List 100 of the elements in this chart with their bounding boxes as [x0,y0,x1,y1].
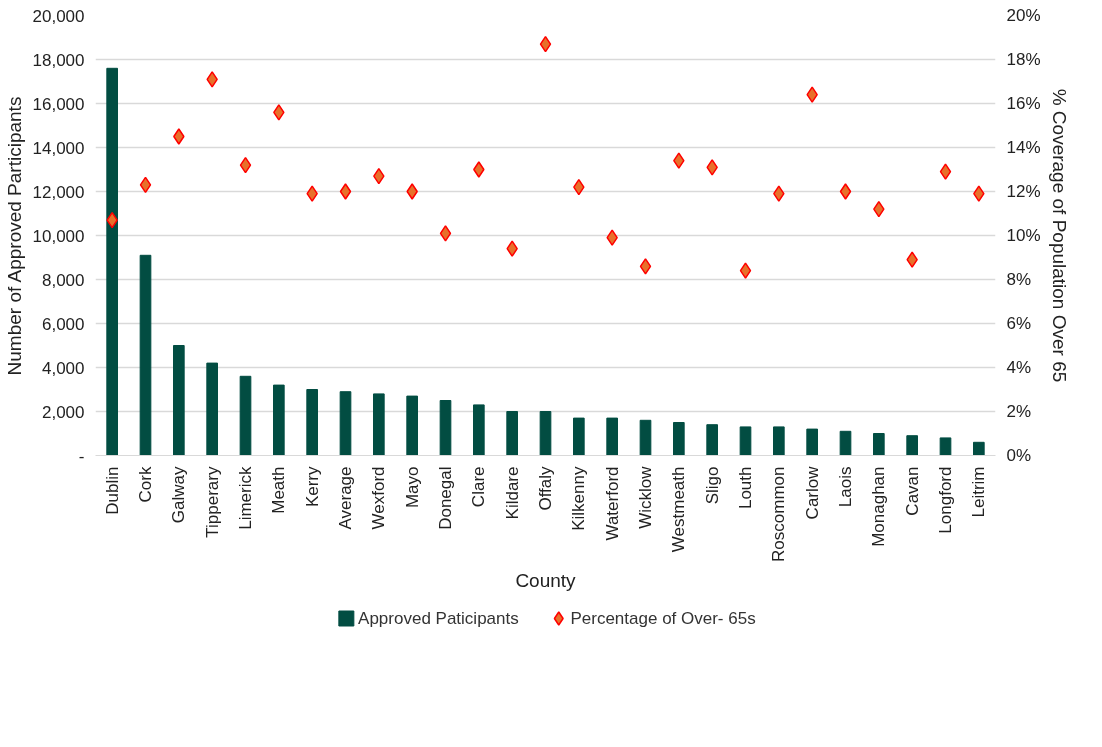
point [406,183,418,200]
x-tick-label: Waterford [602,466,622,541]
y-tick-label: 12,000 [32,182,85,202]
bar [539,411,552,456]
point [606,229,618,246]
y2-tick-label: 0% [1006,446,1032,465]
x-tick-label: Average [336,466,355,530]
bar [506,411,518,456]
legend-label: Percentage of Over- 65s [570,609,756,628]
x-tick-label: Galway [169,466,189,524]
point [173,128,185,145]
bar [973,441,985,456]
x-tick-label: Wexford [369,466,389,530]
point [806,86,818,103]
bar [873,433,885,456]
bar [706,424,718,456]
bar [473,404,485,456]
point [273,104,285,121]
x-tick-label: Leitrim [969,466,989,518]
point [306,185,318,202]
x-tick-label: Kerry [302,466,322,508]
y2-tick-label: 8% [1006,270,1032,289]
bar [373,393,385,456]
point [673,152,685,169]
bar [173,345,185,456]
bar [206,362,218,456]
y-tick-label: 10,000 [32,226,85,246]
y-tick-label: 4,000 [41,358,85,378]
y2-tick-label: 14% [1006,138,1041,157]
legend-label: Approved Paticipants [358,609,519,628]
y2-tick-label: 6% [1006,314,1032,333]
point [706,159,718,176]
y2-tick-label: 16% [1006,94,1041,113]
bar [239,375,252,456]
x-tick-label: Offaly [536,466,555,511]
y2-tick-label: 2% [1006,402,1032,421]
y2-tick-label: 12% [1006,182,1041,201]
y-tick-label: 14,000 [32,138,85,158]
y2-tick-label: 10% [1006,226,1041,245]
x-tick-label: Wicklow [636,465,655,529]
x-tick-label: Carlow [802,465,822,520]
y2-axis-title: % Coverage of Population Over 65 [1048,88,1070,383]
bar [806,428,818,456]
y-axis-title: Number of Approved Participants [3,96,25,376]
x-tick-label: Longford [936,466,955,534]
bar [673,422,685,456]
x-tick-label: Roscommon [769,466,789,562]
bar [939,437,952,456]
x-tick-label: Kilkenny [569,466,589,531]
point [506,240,518,257]
y2-tick-label: 18% [1006,50,1041,69]
bar [606,417,618,456]
point [939,163,952,180]
point [139,176,152,194]
y-tick-label: 8,000 [41,270,85,290]
x-tick-label: Monaghan [869,466,889,547]
bar [439,400,452,456]
point [773,185,785,202]
point [239,156,252,174]
x-tick-label: Cavan [902,466,922,516]
point [739,262,752,279]
bar [739,426,752,456]
y2-tick-label: 20% [1006,6,1041,25]
x-tick-label: Tipperary [202,466,222,538]
bar [273,384,285,456]
point [973,185,985,202]
bar [306,389,318,456]
x-tick-label: Dublin [102,466,122,515]
bar [839,430,852,456]
bar [573,417,585,456]
point [639,258,652,275]
point [439,225,452,242]
x-tick-label: Clare [469,466,489,508]
x-tick-label: Cork [136,466,155,503]
point [906,251,918,268]
point [539,35,552,53]
point [339,183,352,200]
y-tick-label: 20,000 [32,6,85,26]
bar [139,254,152,456]
point [839,183,852,200]
x-tick-label: Limerick [236,466,255,530]
y-tick-label: 16,000 [32,94,85,114]
x-tick-label: Sligo [702,466,722,505]
y-tick-label: 2,000 [41,402,85,422]
bar [773,426,785,456]
bar [106,67,118,456]
point [473,161,485,178]
bar [406,395,418,456]
x-tick-label: Laois [836,466,855,508]
y2-tick-label: 4% [1006,358,1032,377]
point [206,71,218,88]
y-tick-label: - [78,446,85,466]
bar [339,391,352,456]
y-tick-label: 18,000 [32,50,85,70]
x-tick-label: Kildare [502,466,522,520]
x-tick-label: Meath [269,466,289,514]
y-tick-label: 6,000 [41,314,85,334]
x-tick-label: Donegal [436,466,455,530]
bar [906,435,918,456]
x-tick-label: Mayo [402,466,422,509]
